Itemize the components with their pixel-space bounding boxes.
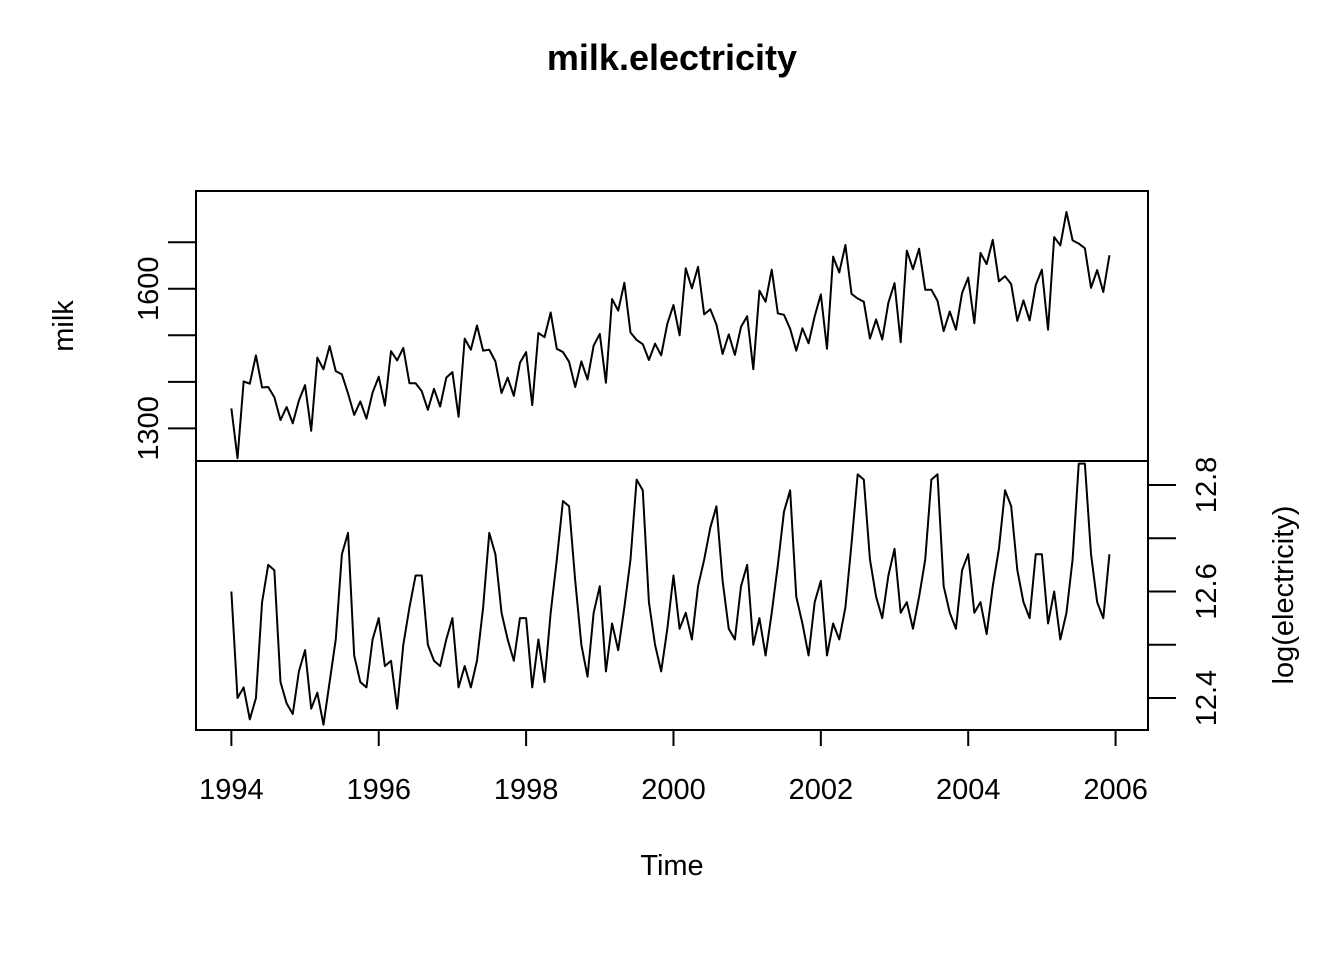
panel-frame	[195, 190, 1149, 462]
series-line-log-electricity	[230, 462, 1111, 726]
y-tick-label: 12.6	[1191, 563, 1223, 619]
x-tick-label: 1996	[346, 774, 411, 806]
x-tick-label: 2004	[936, 774, 1001, 806]
y-tick-label: 1600	[133, 257, 165, 322]
x-tick-label: 1998	[494, 774, 559, 806]
panel-log-electricity: 12.4 12.6 12.8	[195, 457, 1223, 731]
x-tick-label: 2000	[641, 774, 706, 806]
chart-title: milk.electricity	[547, 37, 797, 78]
x-tick-label: 2002	[789, 774, 854, 806]
x-tick-label: 1994	[199, 774, 264, 806]
y-tick-label: 1300	[133, 396, 165, 461]
y-tick-label: 12.4	[1191, 670, 1223, 726]
x-tick-label: 2006	[1083, 774, 1148, 806]
panels-layer: 1300 1600 12.4 12.6 12.8	[133, 190, 1223, 731]
x-axis-label: Time	[640, 850, 703, 882]
x-axis: 1994 1996 1998 2000 2002 2004 2006	[199, 729, 1148, 806]
y-tick-label: 12.8	[1191, 457, 1223, 513]
panel-milk: 1300 1600	[133, 190, 1149, 462]
y-axis-label-top: milk	[48, 300, 80, 352]
series-line-milk	[230, 210, 1111, 460]
y-axis-label-bottom: log(electricity)	[1268, 506, 1300, 685]
